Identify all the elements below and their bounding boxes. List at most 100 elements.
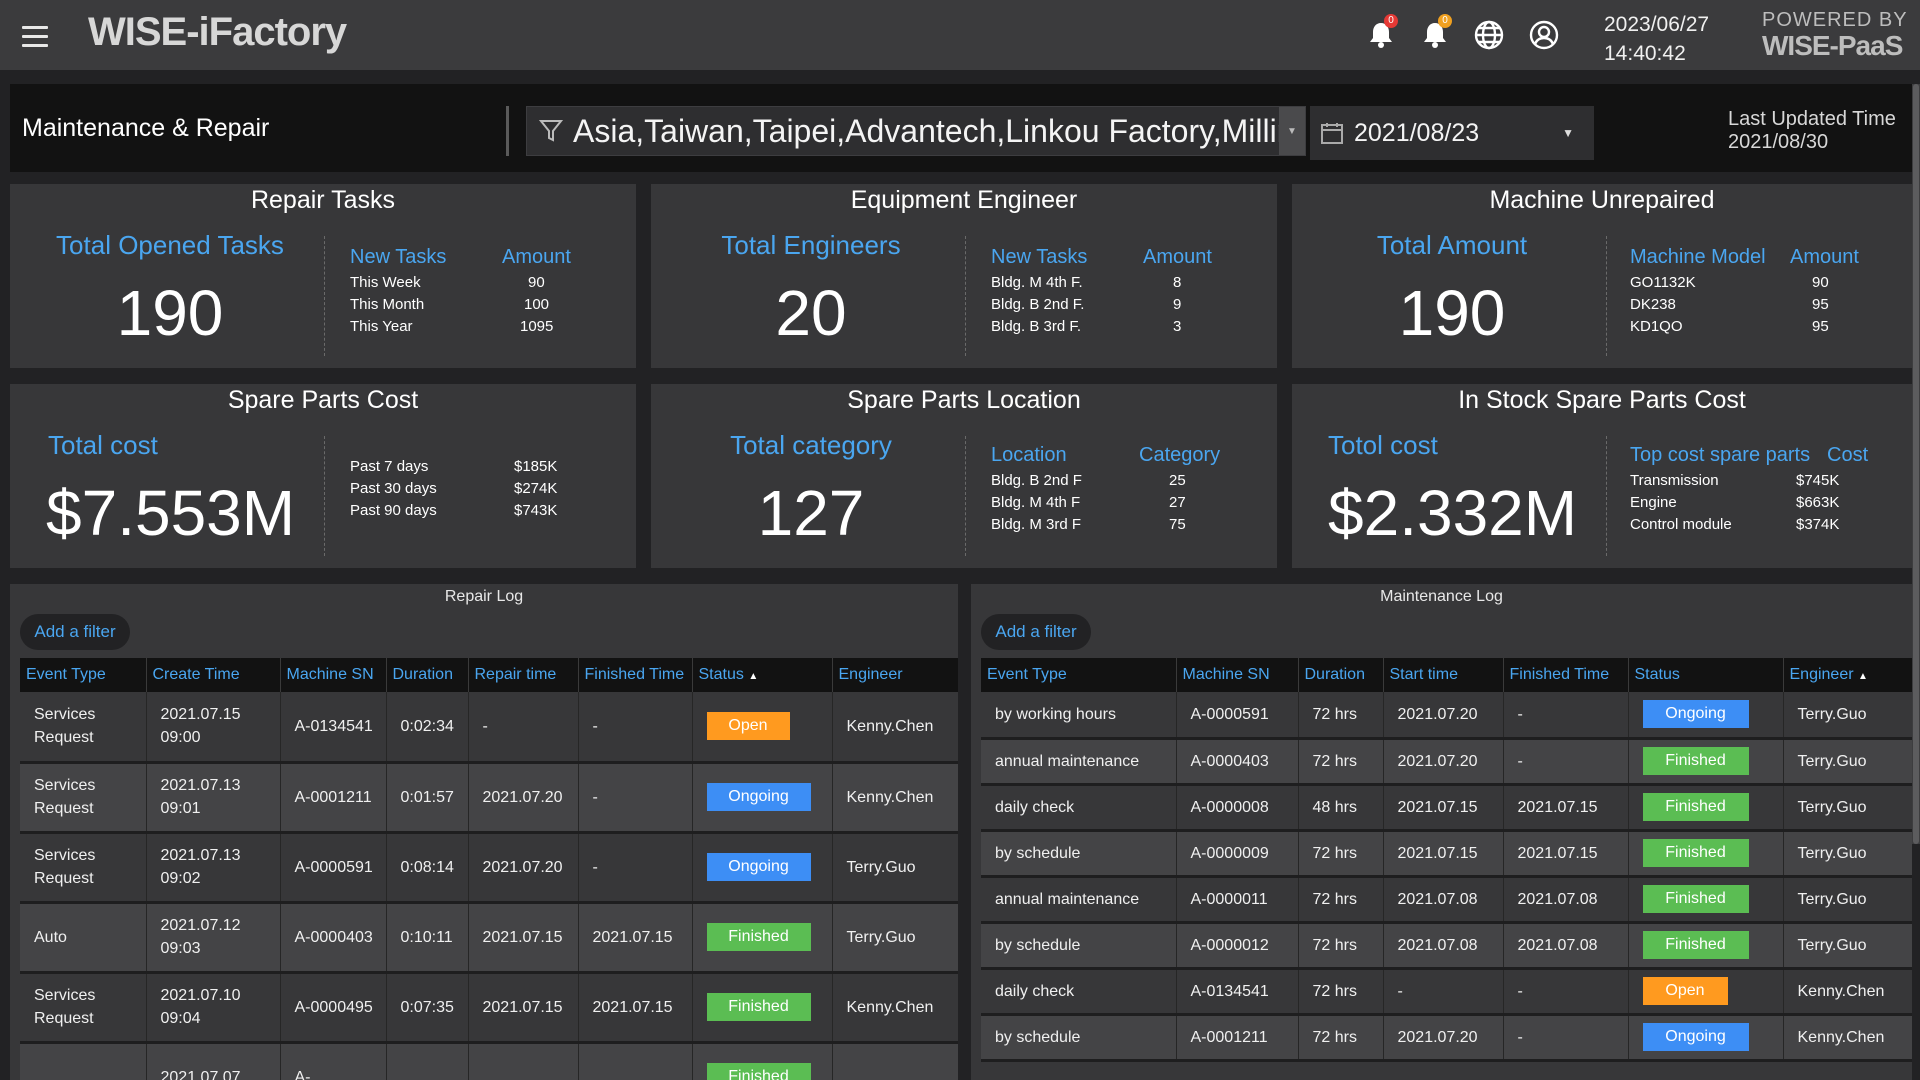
clock: 2023/06/27 14:40:42	[1604, 10, 1709, 68]
date-picker[interactable]: 2021/08/23 ▼	[1310, 106, 1594, 160]
add-filter-button[interactable]: Add a filter	[981, 614, 1091, 650]
page-scrollbar[interactable]	[1912, 84, 1920, 844]
wise-paas-logo: WISE-PaaS	[1762, 30, 1903, 61]
table-row[interactable]: Services Request 2021.07.15 09:00 A-013454…	[20, 692, 958, 764]
table-row[interactable]: annual maintenance A-0000011 72 hrs 2021.07…	[981, 876, 1912, 924]
notification-bell-icon[interactable]: 0	[1418, 14, 1452, 52]
table-row[interactable]: annual maintenance A-0000403 72 hrs 2021.07…	[981, 738, 1912, 786]
table-cell	[468, 1042, 579, 1080]
status-badge[interactable]: Ongoing	[706, 853, 811, 881]
in-stock-spare-parts-cost-card: In Stock Spare Parts Cost Totol cost $2.…	[1292, 384, 1912, 568]
table-cell: Kenny.Chen	[1783, 1014, 1912, 1062]
col-machine-sn[interactable]: Machine SN	[280, 658, 387, 692]
col-header-machine-model: Machine Model	[1630, 246, 1766, 268]
status-badge[interactable]: Finished	[1642, 793, 1749, 821]
card-title: Equipment Engineer	[850, 186, 1078, 214]
col-create-time[interactable]: Create Time	[146, 658, 281, 692]
col-start-time[interactable]: Start time	[1383, 658, 1504, 692]
scrollbar-thumb[interactable]	[1913, 84, 1919, 844]
table-cell: 72 hrs	[1298, 738, 1384, 786]
table-row[interactable]: daily check A-0134541 72 hrs - - Open Kenny.Ch…	[981, 968, 1912, 1016]
table-cell: Services Request	[20, 832, 147, 904]
status-badge[interactable]: Finished	[706, 1063, 811, 1080]
col-engineer[interactable]: Engineer	[832, 658, 958, 692]
status-badge[interactable]: Finished	[1642, 931, 1749, 959]
col-status[interactable]: Status ▲	[692, 658, 833, 692]
location-filter-select[interactable]: Asia,Taiwan,Taipei,Advantech,Linkou Fact…	[526, 106, 1306, 156]
col-duration[interactable]: Duration	[386, 658, 469, 692]
table-row[interactable]: daily check A-0000008 48 hrs 2021.07.15 2021…	[981, 784, 1912, 832]
table-cell: 2021.07.13 09:01	[146, 762, 281, 834]
status-badge[interactable]: Open	[706, 712, 790, 741]
chevron-down-icon: ▼	[1279, 107, 1305, 155]
table-cell: -	[578, 832, 693, 904]
table-cell: -	[468, 692, 579, 764]
status-badge[interactable]: Finished	[1642, 839, 1749, 867]
user-account-icon[interactable]	[1527, 18, 1561, 52]
col-repair-time[interactable]: Repair time	[468, 658, 579, 692]
table-row[interactable]: 2021.07.07 A- Finished	[20, 1042, 958, 1080]
table-cell: by schedule	[981, 830, 1177, 878]
table-cell: 48 hrs	[1298, 784, 1384, 832]
table-cell: 2021.07.20	[1383, 1014, 1504, 1062]
divider	[1606, 436, 1607, 556]
col-event-type[interactable]: Event Type	[20, 658, 147, 692]
status-badge[interactable]: Ongoing	[706, 783, 811, 811]
status-badge[interactable]: Ongoing	[1642, 1023, 1749, 1051]
table-row[interactable]: by schedule A-0001211 72 hrs 2021.07.20- Ong…	[981, 1014, 1912, 1062]
col-status[interactable]: Status	[1628, 658, 1784, 692]
spare-parts-cost-card: Spare Parts Cost Total cost $7.553M Past…	[10, 384, 636, 568]
row-value: 9	[1173, 296, 1182, 313]
col-finished-time[interactable]: Finished Time	[578, 658, 693, 692]
table-cell: -	[578, 762, 693, 834]
table-cell: -	[1503, 738, 1629, 786]
table-cell: 2021.07.15	[1503, 784, 1629, 832]
alarm-bell-icon[interactable]: 0	[1364, 14, 1398, 52]
table-cell: A-0134541	[1176, 968, 1299, 1016]
add-filter-button[interactable]: Add a filter	[20, 614, 130, 650]
status-badge[interactable]: Finished	[706, 993, 811, 1021]
table-row[interactable]: Services Request 2021.07.10 09:04 A-000049…	[20, 972, 958, 1044]
globe-icon[interactable]	[1472, 18, 1506, 52]
col-finished-time[interactable]: Finished Time	[1503, 658, 1629, 692]
current-time: 14:40:42	[1604, 42, 1686, 65]
table-cell: by working hours	[981, 692, 1177, 740]
status-badge[interactable]: Finished	[1642, 885, 1749, 913]
col-event-type[interactable]: Event Type	[981, 658, 1177, 692]
status-badge[interactable]: Finished	[1642, 747, 1749, 775]
col-engineer[interactable]: Engineer ▲	[1783, 658, 1912, 692]
col-duration[interactable]: Duration	[1298, 658, 1384, 692]
table-cell: Terry.Guo	[1783, 922, 1912, 970]
repair-log-panel: Repair Log Add a filter Event Type Creat…	[10, 584, 958, 1080]
table-cell: 2021.07.20	[1383, 692, 1504, 740]
current-date: 2023/06/27	[1604, 13, 1710, 36]
table-row[interactable]: Services Request 2021.07.13 09:01 A-000121…	[20, 762, 958, 834]
table-cell: -	[578, 692, 693, 764]
status-badge[interactable]: Ongoing	[1642, 700, 1749, 729]
row-key: GO1132K	[1630, 274, 1696, 291]
table-row[interactable]: by schedule A-0000012 72 hrs 2021.07.08 2021…	[981, 922, 1912, 970]
table-cell: 2021.07.15	[1383, 784, 1504, 832]
table-header-row: Event Type Create Time Machine SN Durati…	[20, 658, 958, 692]
status-badge[interactable]: Open	[1642, 977, 1728, 1005]
table-cell: Terry.Guo	[1783, 784, 1912, 832]
table-cell: 2021.07.20	[1383, 738, 1504, 786]
table-row[interactable]: by working hours A-0000591 72 hrs 2021.07.2…	[981, 692, 1912, 740]
table-row[interactable]: Auto 2021.07.12 09:03 A-0000403 0:10:11 2021…	[20, 902, 958, 974]
table-row[interactable]: by schedule A-0000009 72 hrs 2021.07.15 2021…	[981, 830, 1912, 878]
status-cell: Finished	[692, 972, 833, 1044]
table-cell: Services Request	[20, 692, 147, 764]
table-cell: A-0000011	[1176, 876, 1299, 924]
col-machine-sn[interactable]: Machine SN	[1176, 658, 1299, 692]
table-row[interactable]: Services Request 2021.07.13 09:02 A-000059…	[20, 832, 958, 904]
status-badge[interactable]: Finished	[706, 923, 811, 951]
row-key: Bldg. B 2nd F.	[991, 296, 1085, 313]
status-cell: Finished	[1628, 830, 1784, 878]
menu-icon[interactable]	[22, 26, 48, 47]
table-cell	[578, 1042, 693, 1080]
table-cell	[386, 1042, 469, 1080]
table-cell: 0:07:35	[386, 972, 469, 1044]
table-cell: Terry.Guo	[1783, 738, 1912, 786]
table-cell: Terry.Guo	[1783, 876, 1912, 924]
filter-icon	[539, 120, 563, 142]
